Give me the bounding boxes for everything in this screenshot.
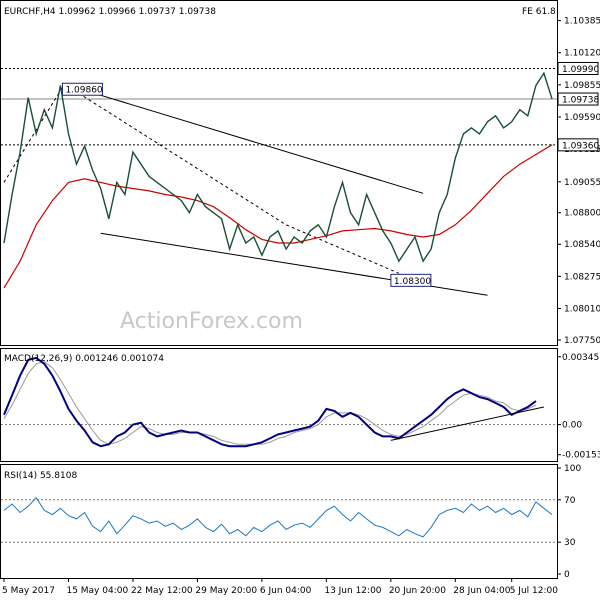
rsi-tick-label: 70 [564, 496, 576, 506]
x-tick-label: 28 Jun 04:00 [453, 586, 510, 596]
price-grid [1, 67, 557, 146]
price-annotation-box [390, 273, 432, 287]
price-tick-label: 1.09590 [564, 113, 600, 123]
price-level-box [557, 138, 599, 152]
trend-line [3, 83, 400, 274]
price-tick-label: 1.09855 [564, 81, 600, 91]
price-panel-frame [0, 0, 558, 346]
symbol-header: EURCHF,H4 1.09962 1.09966 1.09737 1.0973… [4, 7, 216, 17]
macd-label: MACD(12,26,9) 0.001246 0.001074 [4, 354, 164, 364]
watermark: ActionForex.com [120, 309, 303, 334]
macd-trend-line [390, 406, 545, 441]
rsi-panel-frame [0, 464, 558, 579]
price-tick-label: 1.07750 [564, 336, 600, 346]
price-tick-label: 1.09055 [564, 178, 600, 188]
price-tick-label: 1.08800 [564, 209, 600, 219]
x-tick-label: 29 May 20:00 [195, 586, 257, 596]
rsi-grid [1, 499, 557, 543]
price-annotation-label: 1.09860 [65, 86, 102, 96]
price-level-box [557, 61, 599, 75]
trend-line [64, 83, 424, 194]
price-level-label: 1.09738 [562, 96, 599, 106]
rsi-axis: 100 70 30 0 [557, 464, 581, 580]
rsi-tick-label: 30 [564, 538, 576, 548]
fe-label: FE 61.8 [522, 7, 556, 17]
price-tick-label: 1.08540 [564, 240, 600, 250]
price-tick-label: 1.08010 [564, 304, 600, 314]
price-annotation-box [61, 82, 103, 96]
macd-signal-line [3, 361, 537, 445]
macd-axis: 0.003457 0.00 -0.001532 [557, 353, 600, 461]
x-tick-label: 20 Jun 20:00 [389, 586, 446, 596]
macd-tick-label: 0.003457 [562, 353, 600, 363]
price-tick-label: 1.08275 [564, 272, 600, 282]
macd-line [3, 356, 537, 448]
price-annotation-label: 1.08300 [394, 277, 431, 287]
price-line [3, 71, 553, 263]
rsi-tick-label: 100 [564, 464, 581, 474]
x-tick-label: 6 Jun 04:00 [260, 586, 312, 596]
macd-tick-label: -0.001532 [562, 451, 600, 461]
x-tick-label: 5 May 2017 [2, 586, 55, 596]
rsi-label: RSI(14) 55.8108 [4, 471, 77, 481]
price-annotations: 1.09860 1.08300 [61, 82, 432, 287]
rsi-tick-label: 0 [564, 570, 570, 580]
price-level-label: 1.09360 [562, 141, 599, 151]
ma-line [3, 144, 553, 289]
rsi-line [3, 496, 553, 538]
macd-tick-label: 0.00 [562, 421, 582, 431]
x-tick-label: 5 Jul 12:00 [510, 586, 559, 596]
x-tick-label: 22 May 12:00 [131, 586, 193, 596]
price-tick-label: 1.10385 [564, 17, 600, 27]
price-highlights: 1.09990 1.09738 1.09360 [557, 61, 599, 152]
x-axis: 5 May 2017 15 May 04:00 22 May 12:00 29 May… [2, 578, 558, 596]
x-tick-label: 15 May 04:00 [66, 586, 128, 596]
x-tick-label: 13 Jun 12:00 [324, 586, 381, 596]
price-level-box [557, 92, 599, 106]
trend-lines [3, 83, 488, 296]
price-level-label: 1.09990 [562, 65, 599, 75]
macd-panel-frame [0, 348, 558, 462]
price-tick-label: 1.10120 [564, 49, 600, 59]
